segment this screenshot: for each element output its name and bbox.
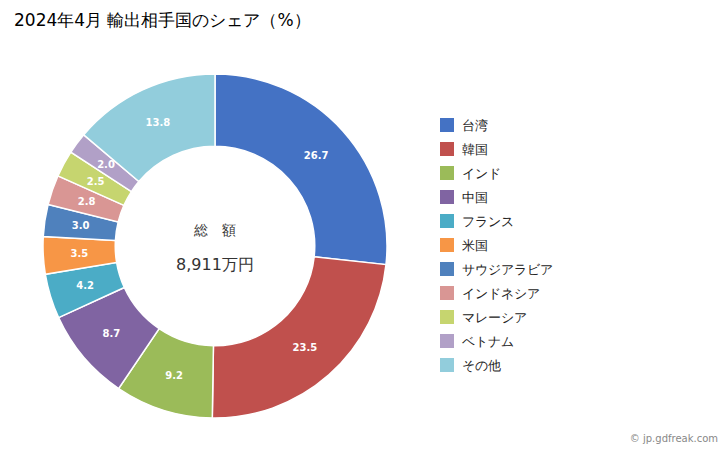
legend-item: マレーシア [440,310,527,325]
data-label: 2.5 [87,176,105,187]
legend-label: 中国 [462,190,488,205]
legend-item: 米国 [440,238,488,253]
legend-swatch [440,262,454,276]
data-label: 4.2 [76,280,94,291]
center-label: 総 額 [193,222,236,238]
data-label: 3.5 [70,248,88,259]
legend-swatch [440,190,454,204]
data-label: 23.5 [293,342,318,353]
data-label: 13.8 [146,117,171,128]
legend-label: マレーシア [462,310,527,325]
legend-label: その他 [462,358,501,373]
legend-item: ベトナム [440,334,514,349]
legend-swatch [440,310,454,324]
legend-label: インドネシア [462,286,540,301]
legend-item: インド [440,166,501,181]
legend-swatch [440,118,454,132]
legend-swatch [440,142,454,156]
legend-item: その他 [440,358,501,373]
title: 2024年4月 輸出相手国のシェア（%） [14,10,311,30]
slice [212,257,386,418]
legend-swatch [440,286,454,300]
legend-label: ベトナム [462,334,514,349]
legend-item: サウジアラビア [440,262,553,277]
watermark: © jp.gdfreak.com [630,433,718,444]
data-label: 9.2 [165,370,183,381]
legend-item: インドネシア [440,286,540,301]
legend-swatch [440,334,454,348]
chart-svg: 2024年4月 輸出相手国のシェア（%） 26.7 23.5 9.2 8.7 4.2 3.5… [0,0,728,450]
data-label: 3.0 [72,220,90,231]
legend-item: 台湾 [440,118,488,133]
legend-swatch [440,166,454,180]
legend-label: フランス [462,214,514,229]
center-value: 8,911万円 [176,255,254,274]
data-label: 8.7 [102,328,120,339]
donut: 26.7 23.5 9.2 8.7 4.2 3.5 3.0 2.8 2.5 2.0 13.8 総 額 8… [43,74,387,418]
legend-swatch [440,238,454,252]
legend-label: インド [462,166,501,181]
legend-swatch [440,214,454,228]
slice [43,237,117,275]
legend-swatch [440,358,454,372]
legend-label: 韓国 [462,142,488,157]
legend-item: 韓国 [440,142,488,157]
chart-container: 2024年4月 輸出相手国のシェア（%） 26.7 23.5 9.2 8.7 4.2 3.5… [0,0,728,450]
slice [84,74,215,182]
data-label: 26.7 [304,150,329,161]
legend: 台湾韓国インド中国フランス米国サウジアラビアインドネシアマレーシアベトナムその他 [440,118,553,373]
data-label: 2.8 [78,196,96,207]
legend-label: サウジアラビア [462,262,553,277]
legend-item: フランス [440,214,514,229]
data-label: 2.0 [97,159,115,170]
slice [215,74,387,265]
legend-label: 台湾 [462,118,488,133]
legend-label: 米国 [462,238,488,253]
legend-item: 中国 [440,190,488,205]
